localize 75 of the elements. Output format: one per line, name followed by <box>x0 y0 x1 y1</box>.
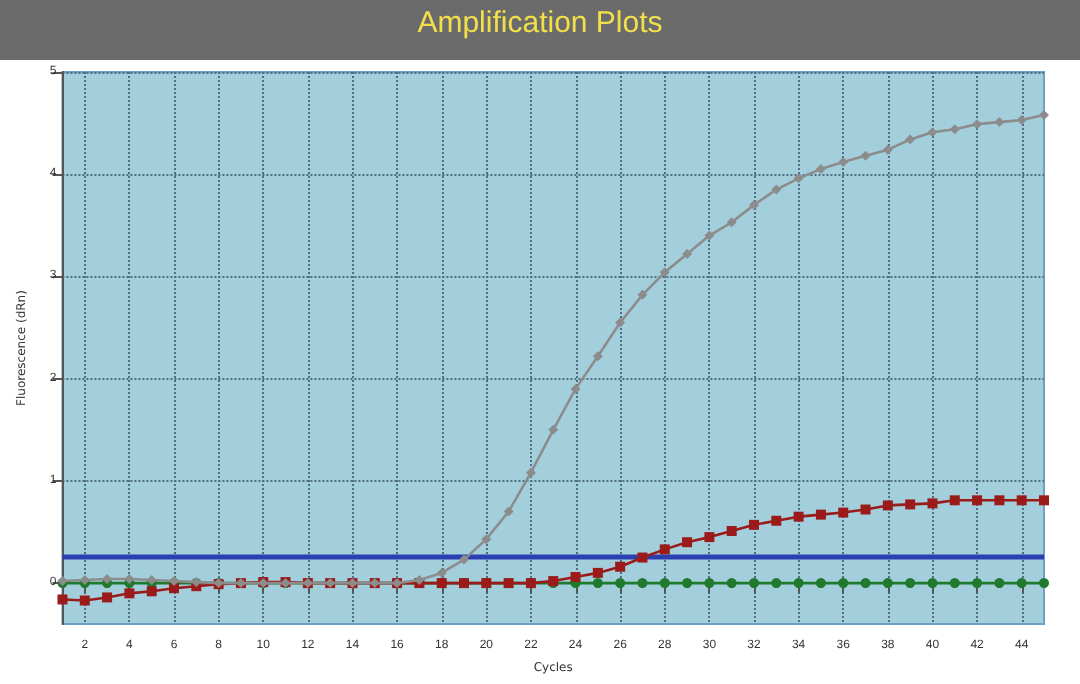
point <box>905 134 916 145</box>
point <box>882 500 893 511</box>
point <box>815 164 826 175</box>
point <box>704 578 715 589</box>
point <box>436 567 447 578</box>
point <box>815 509 826 520</box>
point <box>682 578 693 589</box>
point <box>838 578 849 589</box>
point <box>615 561 626 572</box>
point <box>704 532 715 543</box>
point <box>949 124 960 135</box>
point <box>860 150 871 161</box>
point <box>1039 495 1049 506</box>
point <box>481 534 492 545</box>
point <box>659 267 670 278</box>
point <box>682 248 693 259</box>
point <box>793 511 804 522</box>
point <box>994 495 1005 506</box>
point <box>838 507 849 518</box>
point <box>637 552 648 563</box>
point <box>882 578 893 589</box>
point <box>771 578 782 589</box>
point <box>57 594 68 605</box>
point <box>704 230 715 241</box>
point <box>838 156 849 167</box>
point <box>615 317 626 328</box>
point <box>102 592 113 603</box>
point <box>659 544 670 555</box>
point <box>79 595 90 606</box>
point <box>592 351 603 362</box>
point <box>815 578 826 589</box>
point <box>146 586 157 597</box>
point <box>570 383 581 394</box>
point <box>503 506 514 517</box>
point <box>927 578 938 589</box>
point <box>682 537 693 548</box>
point <box>972 495 983 506</box>
point <box>749 199 759 210</box>
point <box>927 498 938 509</box>
point <box>749 519 759 530</box>
point <box>749 578 759 589</box>
point <box>793 173 804 184</box>
point <box>860 578 871 589</box>
point <box>615 578 626 589</box>
point <box>882 144 893 155</box>
point <box>994 578 1005 589</box>
point <box>637 289 648 300</box>
point <box>637 578 648 589</box>
point <box>927 127 938 138</box>
point <box>860 504 871 515</box>
point <box>1016 495 1027 506</box>
point <box>793 578 804 589</box>
point <box>525 467 536 478</box>
point <box>570 571 581 582</box>
point <box>659 578 670 589</box>
point <box>1016 115 1027 126</box>
chart-title: Amplification Plots <box>0 0 1080 60</box>
point <box>726 217 737 228</box>
point <box>972 578 983 589</box>
point <box>771 184 782 195</box>
point <box>1039 578 1049 589</box>
point <box>459 554 470 565</box>
point <box>905 578 916 589</box>
point <box>771 515 782 526</box>
point <box>1016 578 1027 589</box>
point <box>592 578 603 589</box>
point <box>949 495 960 506</box>
point <box>548 424 559 435</box>
point <box>124 588 135 599</box>
point <box>726 578 737 589</box>
point <box>905 499 916 510</box>
point <box>726 525 737 536</box>
point <box>1039 109 1049 120</box>
point <box>592 567 603 578</box>
point <box>949 578 960 589</box>
